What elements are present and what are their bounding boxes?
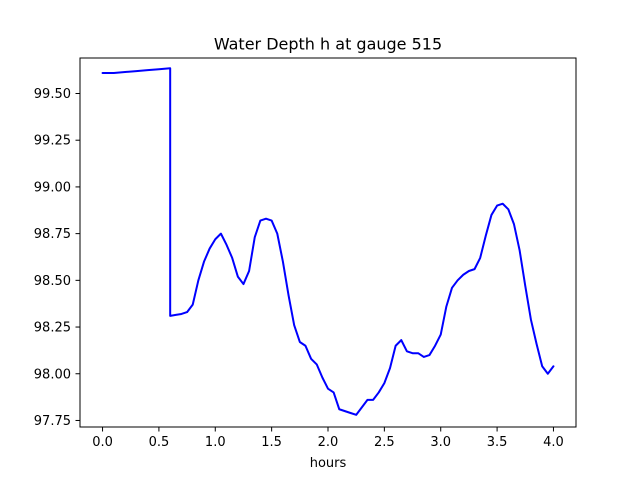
x-tick-label: 1.0 [205,435,226,450]
y-tick-label: 99.00 [34,180,71,195]
x-tick-label: 1.5 [261,435,282,450]
x-tick-label: 3.5 [487,435,508,450]
x-axis: 0.0 0.5 1.0 1.5 2.0 2.5 3.0 3.5 4.0 [92,427,564,450]
y-axis: 97.75 98.00 98.25 98.50 98.75 99.00 99.25 99.50 [34,87,80,429]
x-axis-label: hours [310,456,347,471]
x-tick-label: 3.0 [430,435,451,450]
y-tick-label: 98.00 [34,367,71,382]
y-tick-label: 98.75 [34,227,71,242]
x-tick-label: 2.0 [318,435,339,450]
y-tick-label: 98.25 [34,321,71,336]
y-tick-label: 99.25 [34,134,71,149]
chart-title: Water Depth h at gauge 515 [214,35,442,54]
x-tick-label: 2.5 [374,435,395,450]
y-tick-label: 98.50 [34,274,71,289]
x-tick-label: 0.0 [92,435,113,450]
x-tick-label: 4.0 [543,435,564,450]
y-tick-label: 97.75 [34,414,71,429]
series-line [101,67,555,416]
y-tick-label: 99.50 [34,87,71,102]
x-tick-label: 0.5 [149,435,170,450]
